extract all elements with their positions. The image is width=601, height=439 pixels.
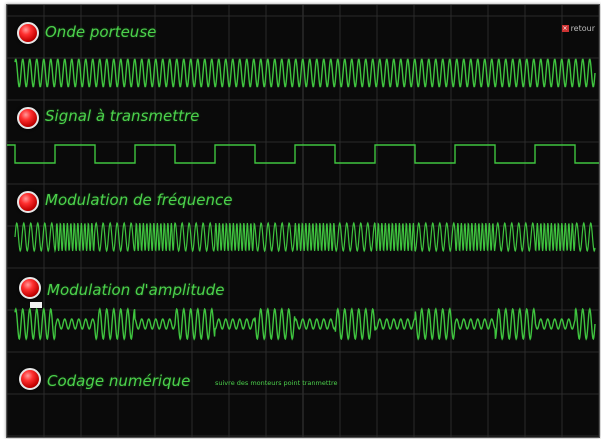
am-wave <box>7 301 599 347</box>
retour-button[interactable]: × retour <box>562 24 595 33</box>
section-title-am: Modulation d'amplitude <box>47 281 224 299</box>
section-button-digital[interactable] <box>19 368 41 390</box>
section-title-fm: Modulation de fréquence <box>45 191 232 209</box>
fm-wave <box>7 217 599 257</box>
section-title-digital: Codage numérique <box>47 372 190 390</box>
retour-label: retour <box>571 24 595 33</box>
section-button-signal[interactable] <box>17 107 39 129</box>
oscilloscope-screen: × retour Onde porteuse Signal à transmet… <box>6 4 600 438</box>
section-title-signal: Signal à transmettre <box>45 107 199 125</box>
section-button-fm[interactable] <box>17 191 39 213</box>
digital-note: suivre des monteurs point tranmettre <box>215 379 337 387</box>
carrier-wave <box>7 53 599 93</box>
section-button-am[interactable] <box>19 277 41 299</box>
square-signal <box>7 137 599 177</box>
close-icon: × <box>562 25 569 32</box>
section-button-carrier[interactable] <box>17 22 39 44</box>
section-title-carrier: Onde porteuse <box>45 23 156 41</box>
